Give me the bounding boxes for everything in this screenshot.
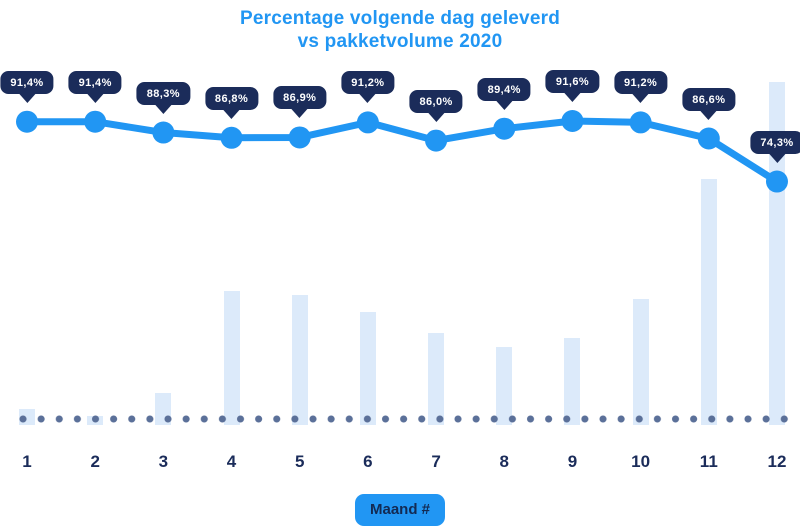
data-label-badge: 86,6% xyxy=(682,87,736,111)
data-label-badge: 91,4% xyxy=(68,70,122,94)
chart-title-line2: vs pakketvolume 2020 xyxy=(297,31,503,52)
data-label-badge: 74,3% xyxy=(750,130,800,154)
x-axis-label: 1 xyxy=(22,452,32,471)
volume-bar xyxy=(359,312,376,425)
dotted-baseline xyxy=(19,415,798,423)
data-point-dot xyxy=(152,121,175,144)
x-axis-label: 2 xyxy=(90,452,100,471)
chart-title: Percentage volgende dag geleverd vs pakk… xyxy=(0,7,800,53)
volume-bar xyxy=(768,82,785,425)
x-axis-label: 10 xyxy=(631,452,651,471)
x-axis-title-badge: Maand # xyxy=(354,494,446,526)
data-point-dot xyxy=(220,126,243,149)
data-label-badge: 91,4% xyxy=(0,70,54,94)
volume-bar xyxy=(632,299,649,425)
data-point-dot xyxy=(356,111,379,134)
x-axis-label: 12 xyxy=(767,452,787,471)
data-point-dot xyxy=(84,110,107,133)
volume-bar xyxy=(223,290,240,425)
data-point-dot xyxy=(493,117,516,140)
x-axis-label: 9 xyxy=(567,452,578,471)
data-point-dot xyxy=(288,126,311,149)
data-point-dot xyxy=(629,111,652,134)
data-label-badge: 88,3% xyxy=(136,81,190,105)
data-label-badge: 86,0% xyxy=(409,89,463,113)
volume-bar xyxy=(564,337,581,425)
x-axis-label: 11 xyxy=(699,452,718,471)
percentage-line-path xyxy=(23,117,781,186)
x-axis-label: 4 xyxy=(226,452,237,471)
data-label-badge: 91,2% xyxy=(341,71,395,95)
chart-title-line1: Percentage volgende dag geleverd xyxy=(239,8,560,29)
volume-bar xyxy=(496,347,513,425)
data-point-dot xyxy=(697,127,720,150)
data-point-dot xyxy=(425,129,448,152)
data-label-badge: 91,2% xyxy=(614,71,668,95)
x-axis-label: 8 xyxy=(499,452,509,471)
data-label-badge: 86,9% xyxy=(273,86,327,110)
volume-bar xyxy=(428,333,445,425)
data-label-badge: 89,4% xyxy=(477,77,531,101)
data-label-badge: 86,8% xyxy=(204,86,259,110)
data-point-dot xyxy=(561,110,584,132)
x-axis-label: 6 xyxy=(363,452,373,471)
data-label-badge: 91,6% xyxy=(545,70,600,93)
volume-bar xyxy=(291,295,308,425)
x-axis-label: 5 xyxy=(294,452,305,471)
x-axis-label: 3 xyxy=(158,452,169,471)
data-point-dot xyxy=(765,170,788,193)
x-axis-label: 7 xyxy=(431,452,441,471)
volume-bar xyxy=(700,179,717,425)
data-point-dot xyxy=(16,110,38,133)
